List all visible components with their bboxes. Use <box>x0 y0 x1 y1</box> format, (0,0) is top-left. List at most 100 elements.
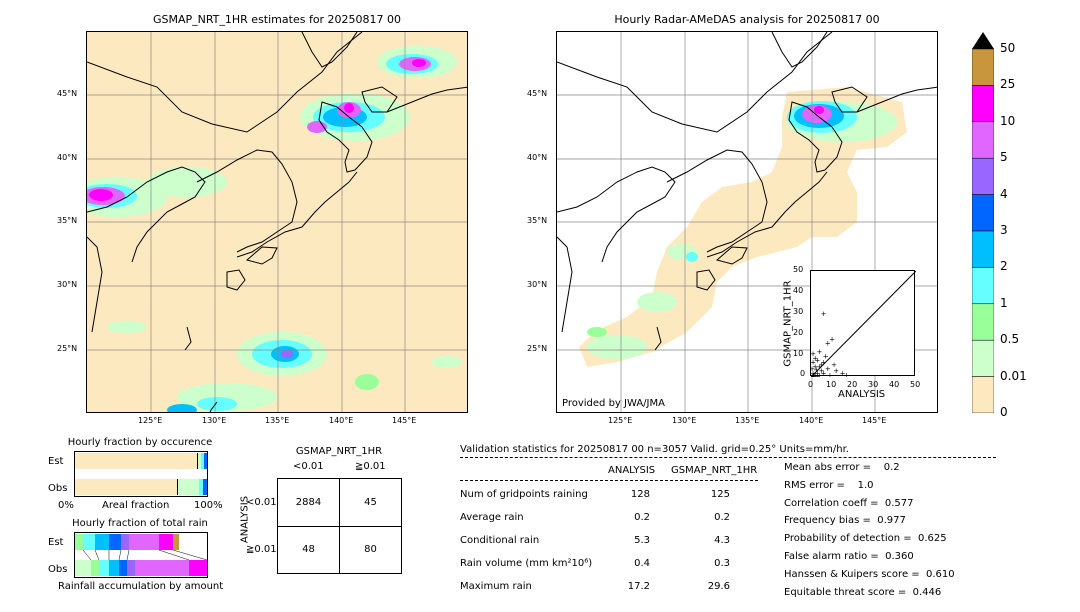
contingency-col-label: ≧0.01 <box>355 461 386 472</box>
total-rain-chart <box>74 532 208 578</box>
colorbar-swatch <box>971 376 995 414</box>
scatter-point: + <box>816 371 822 377</box>
colorbar-label: 0.5 <box>1000 332 1020 347</box>
scatter-point: + <box>821 310 827 318</box>
occurrence-est-segment <box>204 453 207 469</box>
validation-gsmap: 0.2 <box>714 512 730 523</box>
total-rain-est-segment <box>109 534 121 550</box>
contingency-cell: 80 <box>364 544 377 555</box>
scatter-point: + <box>825 365 831 373</box>
contingency-row-label: <0.01 <box>246 497 277 508</box>
left-lat-label: 35°N <box>57 216 78 225</box>
rain-field <box>87 46 462 412</box>
scatter-point: + <box>821 369 827 377</box>
colorbar-swatch <box>971 48 995 86</box>
validation-gsmap: 4.3 <box>714 535 730 546</box>
occurrence-chart <box>74 451 208 497</box>
colorbar-swatch <box>971 157 995 195</box>
occurrence-row-est: Est <box>48 456 64 467</box>
validation-label: Rain volume (mm km²10⁶) <box>460 558 593 569</box>
scatter-x-tick: 30 <box>868 380 879 389</box>
left-lon-label: 125°E <box>138 416 163 425</box>
validation-score: Frequency bias = 0.977 <box>784 515 906 527</box>
scatter-point: + <box>814 369 820 377</box>
colorbar-label: 25 <box>1000 77 1016 92</box>
validation-analysis: 0.4 <box>634 558 650 569</box>
colorbar-canvas <box>971 32 995 414</box>
colorbar-swatch <box>971 303 995 341</box>
contingency-row-label: ≧0.01 <box>246 544 277 555</box>
contingency-cell: 45 <box>364 497 377 508</box>
contingency-cell: 48 <box>302 544 315 555</box>
right-lon-label: 140°E <box>799 416 824 425</box>
total-rain-est-segment <box>129 534 159 550</box>
scatter-point: + <box>811 373 815 377</box>
scatter-point: + <box>814 372 820 377</box>
scatter-xlabel: ANALYSIS <box>838 389 886 400</box>
validation-divider <box>460 457 996 458</box>
occurrence-title: Hourly fraction by occurence <box>67 437 213 448</box>
total-rain-est-segment <box>83 534 95 550</box>
total-rain-est-segment <box>121 534 129 550</box>
total-rain-est-segment <box>173 534 179 550</box>
right-lon-label: 135°E <box>735 416 760 425</box>
scatter-canvas: ++++++++++++++++++ +++++++++ +++ <box>809 270 917 381</box>
scatter-x-tick: 40 <box>889 380 900 389</box>
validation-score: Equitable threat score = 0.446 <box>784 586 942 598</box>
scatter-point: + <box>814 357 820 365</box>
validation-analysis: 5.3 <box>634 535 650 546</box>
validation-score: Correlation coeff = 0.577 <box>784 497 914 509</box>
right-map-canvas <box>557 32 937 412</box>
scatter-point: + <box>816 348 822 356</box>
validation-analysis: 17.2 <box>627 581 650 592</box>
scatter-point: + <box>829 335 835 343</box>
occurrence-axis-mid: Areal fraction <box>102 500 170 511</box>
validation-score: Hanssen & Kuipers score = 0.610 <box>784 568 955 580</box>
colorbar-swatch <box>971 85 995 123</box>
contingency-cell: 2884 <box>295 497 322 508</box>
colorbar-label: 2 <box>1000 259 1008 274</box>
total-rain-obs-bar <box>75 560 207 576</box>
colorbar <box>971 32 995 414</box>
scatter-point: + <box>811 359 816 367</box>
data-credit: Provided by JWA/JMA <box>562 398 665 409</box>
occurrence-axis-right: 100% <box>194 500 223 511</box>
total-rain-est-segment <box>159 534 173 550</box>
scatter-point: + <box>811 369 816 377</box>
total-rain-est-segment <box>75 534 83 550</box>
total-rain-obs-segment <box>75 560 91 576</box>
scatter-point: + <box>840 369 846 377</box>
scatter-point: + <box>812 354 818 362</box>
total-rain-est-bar <box>75 534 179 550</box>
scatter-point: + <box>823 352 829 360</box>
total-rain-connectors <box>82 550 208 560</box>
left-map-grid <box>87 32 467 412</box>
scatter-x-tick: 0 <box>808 380 814 389</box>
contingency-divider <box>278 526 401 527</box>
scatter-point: + <box>825 340 831 348</box>
colorbar-swatch <box>971 121 995 159</box>
colorbar-swatch <box>971 230 995 268</box>
identity-line <box>810 270 917 378</box>
analysis-coverage <box>579 87 907 367</box>
total-rain-title: Hourly fraction of total rain <box>72 518 208 529</box>
scatter-y-tick: 20 <box>793 328 804 337</box>
scatter-point: + <box>812 371 818 377</box>
scatter-x-tick: 10 <box>826 380 837 389</box>
contingency-table: 2884 45 48 80 <box>277 478 402 574</box>
colorbar-swatch <box>971 339 995 377</box>
scatter-point: + <box>844 371 850 377</box>
scatter-point: + <box>811 372 817 377</box>
right-lon-label: 145°E <box>862 416 887 425</box>
occurrence-row-obs: Obs <box>48 483 68 494</box>
scatter-point: + <box>812 363 818 371</box>
scatter-y-tick: 40 <box>793 286 804 295</box>
total-rain-obs-segment <box>119 560 127 576</box>
occurrence-est-segment <box>201 453 204 469</box>
total-rain-obs-segment <box>189 560 207 576</box>
left-map-title: GSMAP_NRT_1HR estimates for 20250817 00 <box>152 13 402 26</box>
colorbar-label: 5 <box>1000 150 1008 165</box>
colorbar-label: 1 <box>1000 295 1008 310</box>
right-lat-label: 25°N <box>527 344 548 353</box>
scatter-point: + <box>813 366 819 374</box>
